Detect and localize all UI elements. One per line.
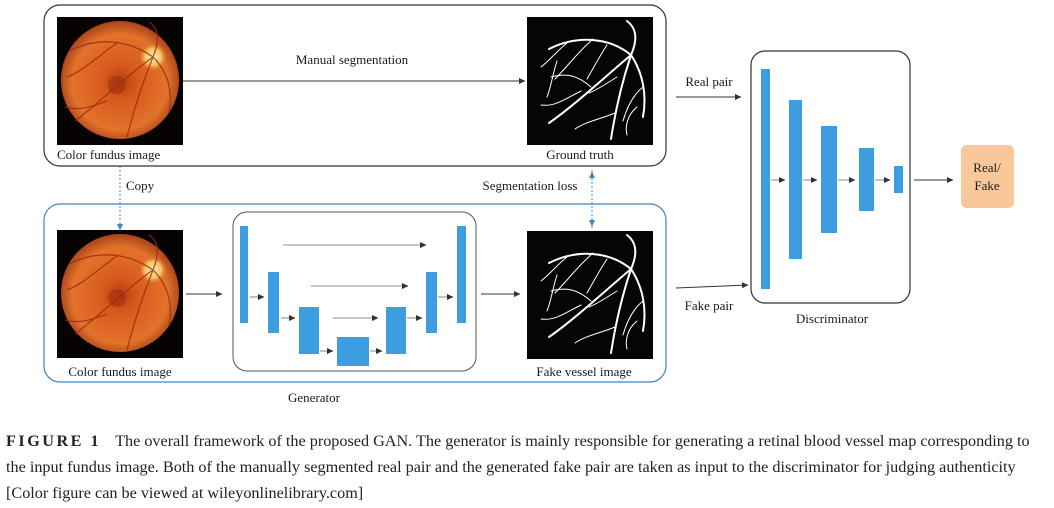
encoder-block-1 <box>240 226 248 323</box>
bottom-fundus-label: Color fundus image <box>68 364 171 379</box>
fake-vessel-image <box>526 230 654 360</box>
bottleneck-block <box>337 337 369 366</box>
disc-block-2 <box>789 100 802 259</box>
real-pair-label: Real pair <box>685 74 733 89</box>
generator-connections <box>250 242 454 354</box>
ground-truth-label: Ground truth <box>546 147 614 162</box>
output-label-line1: Real/ <box>973 160 1001 175</box>
generator-label: Generator <box>288 390 341 405</box>
encoder-block-3 <box>299 307 319 354</box>
real-pair-panel <box>43 4 667 167</box>
output-label-line2: Fake <box>974 178 1000 193</box>
copy-label: Copy <box>126 178 155 193</box>
caption-text: The overall framework of the proposed GA… <box>6 432 1030 502</box>
disc-block-5 <box>894 166 903 193</box>
bottom-fundus-image <box>56 229 184 359</box>
generator-blocks <box>240 226 466 366</box>
discriminator-blocks <box>761 69 903 289</box>
generator-box <box>232 211 477 372</box>
top-fundus-label: Color fundus image <box>57 147 160 162</box>
decoder-block-1 <box>457 226 466 323</box>
fake-pair-arrow <box>675 282 749 289</box>
ground-truth-image <box>526 16 654 146</box>
manual-segmentation-label: Manual segmentation <box>296 52 409 67</box>
decoder-block-3 <box>386 307 406 354</box>
top-fundus-image <box>56 16 184 146</box>
fake-pair-label: Fake pair <box>685 298 734 313</box>
discriminator-label: Discriminator <box>796 311 869 326</box>
discriminator-box <box>750 50 911 304</box>
encoder-block-2 <box>268 272 279 333</box>
segmentation-loss-label: Segmentation loss <box>483 178 578 193</box>
fake-vessel-label: Fake vessel image <box>536 364 632 379</box>
framework-diagram: Color fundus image Manual segmentation G… <box>43 4 1014 405</box>
disc-block-1 <box>761 69 770 289</box>
decoder-block-2 <box>426 272 437 333</box>
disc-block-4 <box>859 148 874 211</box>
figure-caption: FIGURE 1 The overall framework of the pro… <box>6 428 1050 506</box>
fake-pair-panel <box>43 203 667 383</box>
real-fake-output-box <box>961 145 1014 208</box>
disc-block-3 <box>821 126 837 233</box>
figure-number: FIGURE 1 <box>6 432 102 450</box>
